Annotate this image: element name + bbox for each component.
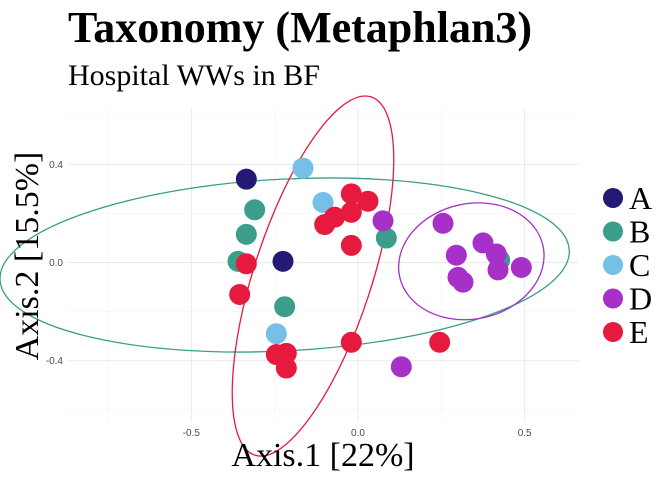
point-d bbox=[390, 356, 412, 378]
point-d bbox=[487, 259, 509, 281]
point-a bbox=[272, 250, 294, 272]
y-tick-label: 0.0 bbox=[49, 258, 63, 269]
point-d bbox=[485, 243, 507, 265]
point-e bbox=[340, 234, 362, 256]
point-c bbox=[265, 323, 287, 345]
point-d bbox=[372, 210, 394, 232]
legend-marker-d bbox=[603, 288, 623, 309]
legend-label-a: A bbox=[629, 180, 652, 216]
point-b bbox=[274, 296, 296, 318]
point-e bbox=[275, 342, 297, 364]
point-d bbox=[510, 256, 532, 278]
point-c bbox=[292, 157, 314, 179]
plot-area: -0.5 0.0 0.5 -0.4 0.0 0.4 bbox=[0, 95, 578, 457]
legend-label-d: D bbox=[629, 281, 652, 317]
ellipse-d bbox=[397, 202, 545, 321]
x-axis-title: Axis.1 [22%] bbox=[231, 437, 414, 474]
point-e bbox=[275, 357, 297, 379]
y-axis-title: Axis.2 [15.5%] bbox=[9, 152, 46, 361]
x-tick-label: -0.5 bbox=[183, 428, 201, 439]
legend-label-c: C bbox=[629, 247, 650, 283]
legend-label-b: B bbox=[629, 214, 650, 250]
point-d bbox=[452, 271, 474, 293]
point-d bbox=[445, 244, 467, 266]
ellipse-e bbox=[231, 95, 395, 457]
point-e bbox=[235, 253, 257, 275]
legend-marker-a bbox=[603, 188, 623, 208]
x-tick-label: 0.0 bbox=[351, 428, 365, 439]
point-e bbox=[357, 190, 379, 212]
legend-marker-b bbox=[603, 221, 623, 242]
point-e bbox=[429, 331, 451, 353]
point-d bbox=[432, 212, 454, 234]
point-c bbox=[312, 191, 334, 213]
y-tick-label: 0.4 bbox=[49, 160, 63, 171]
legend-label-e: E bbox=[629, 314, 649, 350]
point-a bbox=[235, 168, 257, 190]
point-e bbox=[340, 183, 362, 205]
point-e bbox=[314, 214, 336, 236]
point-e bbox=[340, 201, 362, 223]
point-e bbox=[229, 283, 251, 305]
chart-subtitle: Hospital WWs in BF bbox=[68, 59, 320, 92]
legend-marker-e bbox=[603, 322, 623, 342]
point-b bbox=[235, 223, 257, 245]
legend-marker-c bbox=[603, 255, 623, 275]
x-tick-label: 0.5 bbox=[518, 428, 532, 439]
y-tick-label: -0.4 bbox=[46, 356, 64, 367]
point-e bbox=[340, 331, 362, 353]
point-b bbox=[375, 227, 397, 249]
chart-title: Taxonomy (Metaphlan3) bbox=[68, 3, 532, 52]
point-b bbox=[244, 199, 266, 221]
